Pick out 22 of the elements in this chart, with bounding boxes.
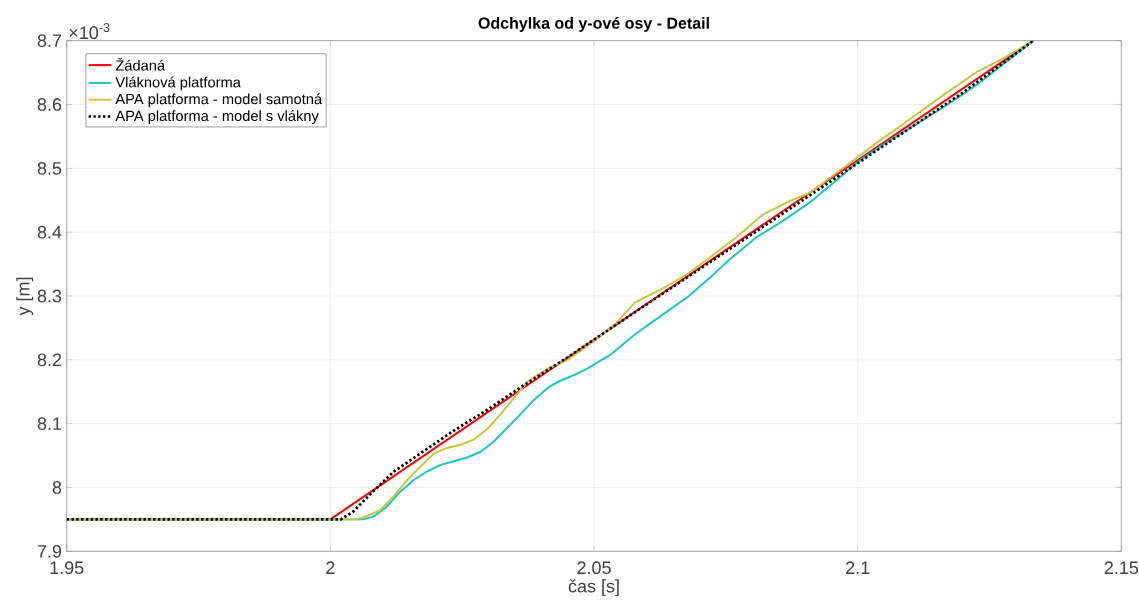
x-tick-label: 2.1 — [846, 561, 870, 574]
x-tick-label: 2.15 — [1104, 561, 1139, 575]
x-tick-label: 1.95 — [50, 561, 84, 575]
legend-label: Žádaná — [115, 57, 166, 71]
y-tick-label: 8 — [52, 481, 62, 494]
y-tick-label: 8.6 — [37, 98, 62, 111]
y-tick-label: 8.1 — [37, 417, 62, 431]
y-axis-title: y [m] — [16, 277, 34, 316]
y-tick-label: 8.3 — [37, 289, 62, 303]
legend-label: APA platforma - model samotná — [115, 93, 323, 108]
x-tick-label: 2.05 — [577, 561, 611, 575]
y-tick-label: 8.7 — [37, 34, 62, 48]
legend-label: Vláknová platforma — [115, 76, 241, 91]
y-tick-label: 7.9 — [37, 544, 62, 558]
text: ×10$^{-3}$ — [69, 23, 110, 40]
chart-title: Odchylka od y-ové osy - Detail — [478, 16, 709, 32]
x-tick-label: 2 — [326, 561, 335, 574]
y-tick-label: 8.4 — [37, 225, 62, 239]
legend-label: APA platforma - model s vlákny — [115, 110, 319, 124]
x-axis-title: čas [s] — [568, 579, 619, 597]
y-tick-label: 8.5 — [37, 161, 62, 175]
y-tick-label: 8.2 — [37, 353, 62, 367]
